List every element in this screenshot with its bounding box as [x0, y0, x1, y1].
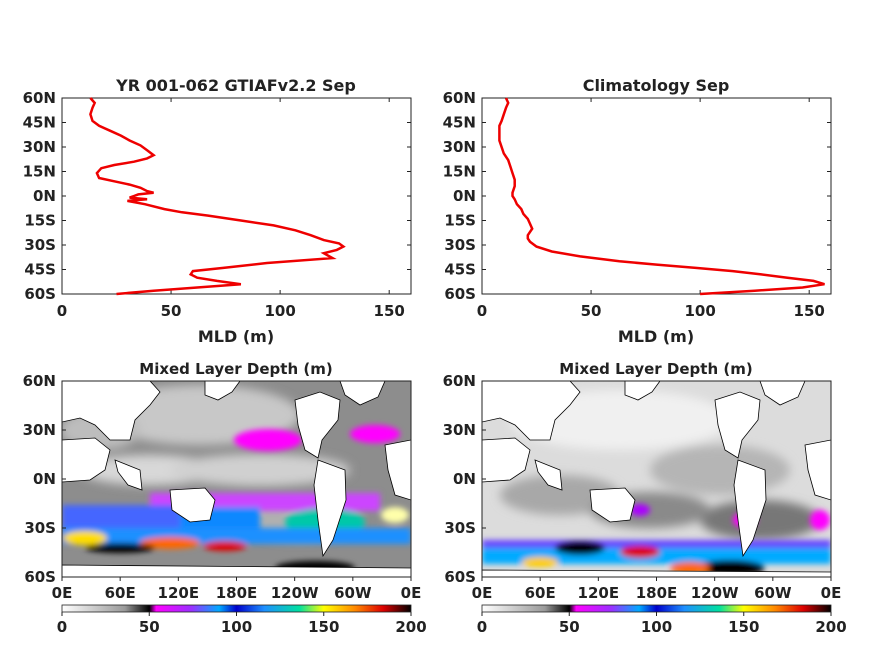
x-tick-label: 120W [691, 584, 739, 602]
colorbar-tick-label: 100 [221, 618, 252, 636]
chart-title: Climatology Sep [583, 76, 730, 95]
colorbar-tick-label: 0 [57, 618, 67, 636]
y-tick-label: 0N [453, 470, 476, 488]
colorbar-tick-label: 100 [641, 618, 672, 636]
mld-map-climatology: Mixed Layer Depth (m) [443, 360, 847, 636]
y-tick-label: 60N [23, 89, 56, 107]
x-tick-label: 0E [401, 584, 422, 602]
y-tick-label: 30N [23, 421, 56, 439]
profile-chart-model: YR 001-062 GTIAFv2.2 Sep 60N 45N 30N 15N 0N 1… [23, 76, 412, 346]
plot-frame [61, 97, 412, 295]
colorbar-tick-label: 150 [308, 618, 339, 636]
y-tick-label: 0N [33, 470, 56, 488]
colorbar-tick-label: 50 [139, 618, 160, 636]
x-tick-label: 60W [334, 584, 372, 602]
colorbar: 0 50 100 150 200 [57, 604, 427, 636]
x-tick-label: 0 [57, 302, 67, 320]
y-tick-label: 60N [443, 89, 476, 107]
colorbar-tick-label: 150 [728, 618, 759, 636]
y-tick-label: 60S [24, 285, 56, 303]
y-tick-label: 30S [444, 236, 476, 254]
x-tick-label: 150 [374, 302, 405, 320]
x-axis-label: MLD (m) [618, 327, 694, 346]
land-masses [62, 381, 411, 577]
chart-title: YR 001-062 GTIAFv2.2 Sep [115, 76, 356, 95]
x-tick-label: 120E [578, 584, 620, 602]
colorbar-tick-label: 50 [559, 618, 580, 636]
plot-frame [481, 97, 832, 295]
profile-chart-climatology: Climatology Sep 60N 45N 30N 15N 0N 15S 30S 45S 6… [443, 76, 832, 346]
y-tick-label: 15N [23, 163, 56, 181]
x-tick-label: 0E [52, 584, 73, 602]
y-tick-label: 15S [444, 212, 476, 230]
x-tick-label: 50 [581, 302, 602, 320]
x-tick-label: 0 [477, 302, 487, 320]
y-tick-label: 60N [23, 372, 56, 390]
x-tick-label: 0E [821, 584, 842, 602]
x-tick-label: 0E [472, 584, 493, 602]
colorbar-tick-label: 200 [815, 618, 846, 636]
map-field [482, 381, 831, 577]
x-tick-label: 50 [161, 302, 182, 320]
x-tick-label: 120W [271, 584, 319, 602]
colorbar: 0 50 100 150 200 [477, 604, 847, 636]
y-tick-label: 45S [444, 261, 476, 279]
y-tick-label: 30S [24, 236, 56, 254]
y-tick-label: 30S [24, 519, 56, 537]
y-tick-label: 0N [33, 187, 56, 205]
x-tick-label: 180E [636, 584, 678, 602]
y-tick-label: 0N [453, 187, 476, 205]
x-tick-label: 120E [158, 584, 200, 602]
y-tick-label: 60S [24, 568, 56, 586]
y-tick-label: 60S [444, 285, 476, 303]
mld-profile-line [498, 97, 825, 296]
map-title: Mixed Layer Depth (m) [139, 360, 332, 378]
y-tick-label: 30N [443, 421, 476, 439]
y-tick-label: 45N [443, 114, 476, 132]
y-tick-label: 60S [444, 568, 476, 586]
x-tick-label: 100 [684, 302, 715, 320]
x-tick-label: 60E [105, 584, 136, 602]
x-tick-label: 100 [264, 302, 295, 320]
land-masses [482, 381, 831, 577]
x-tick-label: 60W [754, 584, 792, 602]
y-tick-label: 30N [23, 138, 56, 156]
map-field [62, 381, 411, 577]
x-tick-label: 180E [216, 584, 258, 602]
y-tick-label: 15S [24, 212, 56, 230]
mld-map-model: Mixed Layer Depth (m) [23, 360, 427, 636]
x-tick-label: 150 [794, 302, 825, 320]
y-tick-label: 45S [24, 261, 56, 279]
x-tick-label: 60E [525, 584, 556, 602]
y-tick-label: 30N [443, 138, 476, 156]
x-axis-label: MLD (m) [198, 327, 274, 346]
y-tick-label: 30S [444, 519, 476, 537]
map-title: Mixed Layer Depth (m) [559, 360, 752, 378]
colorbar-tick-label: 0 [477, 618, 487, 636]
colorbar-tick-label: 200 [395, 618, 426, 636]
y-tick-label: 45N [23, 114, 56, 132]
mld-profile-line [89, 97, 346, 296]
y-tick-label: 15N [443, 163, 476, 181]
y-tick-label: 60N [443, 372, 476, 390]
